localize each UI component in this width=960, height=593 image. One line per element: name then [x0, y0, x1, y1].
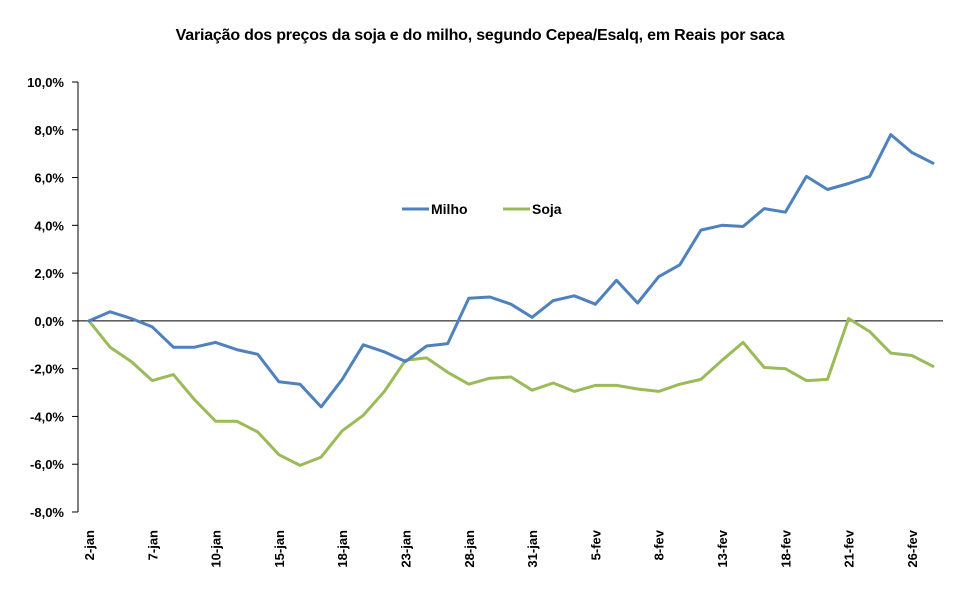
x-tick-label: 28-jan [462, 530, 477, 568]
y-tick-label: 8,0% [34, 123, 64, 138]
y-tick-label: 2,0% [34, 266, 64, 281]
x-tick-label: 18-jan [335, 530, 350, 568]
x-tick-label: 5-fev [588, 529, 603, 560]
y-tick-label: 0,0% [34, 314, 64, 329]
series-layer [87, 133, 935, 467]
y-tick-label: 10,0% [27, 75, 64, 90]
y-axis: 10,0% 8,0% 6,0% 4,0% 2,0% 0,0% -2,0% -4,0% -6,0%… [27, 75, 79, 520]
x-tick-label: 15-jan [272, 530, 287, 568]
x-tick-label: 26-fev [905, 529, 920, 567]
x-axis: 2-jan 7-jan 10-jan 15-jan 18-jan 23-jan 28-jan… [78, 320, 943, 568]
x-tick-label: 13-fev [715, 529, 730, 567]
x-tick-label: 8-fev [652, 529, 667, 560]
legend-label-soja: Soja [532, 201, 562, 217]
y-tick-label: 6,0% [34, 171, 64, 186]
series-line-soja [87, 317, 935, 467]
x-tick-label: 31-jan [525, 530, 540, 568]
x-tick-label: 2-jan [82, 530, 97, 560]
legend-label-milho: Milho [431, 201, 468, 217]
y-tick-label: -4,0% [30, 409, 64, 424]
legend: Milho Soja [402, 201, 562, 217]
y-tick-label: -6,0% [30, 457, 64, 472]
x-tick-label: 10-jan [209, 530, 224, 568]
y-tick-label: 4,0% [34, 218, 64, 233]
x-tick-label: 18-fev [778, 529, 793, 567]
x-tick-label: 23-jan [399, 530, 414, 568]
x-tick-label: 7-jan [145, 530, 160, 560]
x-tick-label: 21-fev [842, 529, 857, 567]
y-tick-label: -8,0% [30, 505, 64, 520]
chart-title: Variação dos preços da soja e do milho, … [175, 27, 785, 44]
series-line-milho [87, 133, 935, 409]
y-tick-label: -2,0% [30, 362, 64, 377]
